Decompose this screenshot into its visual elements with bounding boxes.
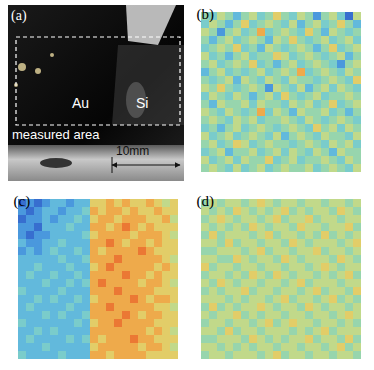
svg-text:(d): (d) bbox=[197, 193, 215, 210]
svg-text:(b): (b) bbox=[197, 6, 215, 23]
svg-text:(c): (c) bbox=[14, 193, 31, 210]
svg-text:Au: Au bbox=[72, 95, 89, 111]
svg-text:Si: Si bbox=[136, 95, 148, 111]
svg-text:(a): (a) bbox=[11, 8, 27, 24]
svg-text:measured area: measured area bbox=[12, 127, 100, 142]
svg-text:10mm: 10mm bbox=[116, 144, 149, 158]
